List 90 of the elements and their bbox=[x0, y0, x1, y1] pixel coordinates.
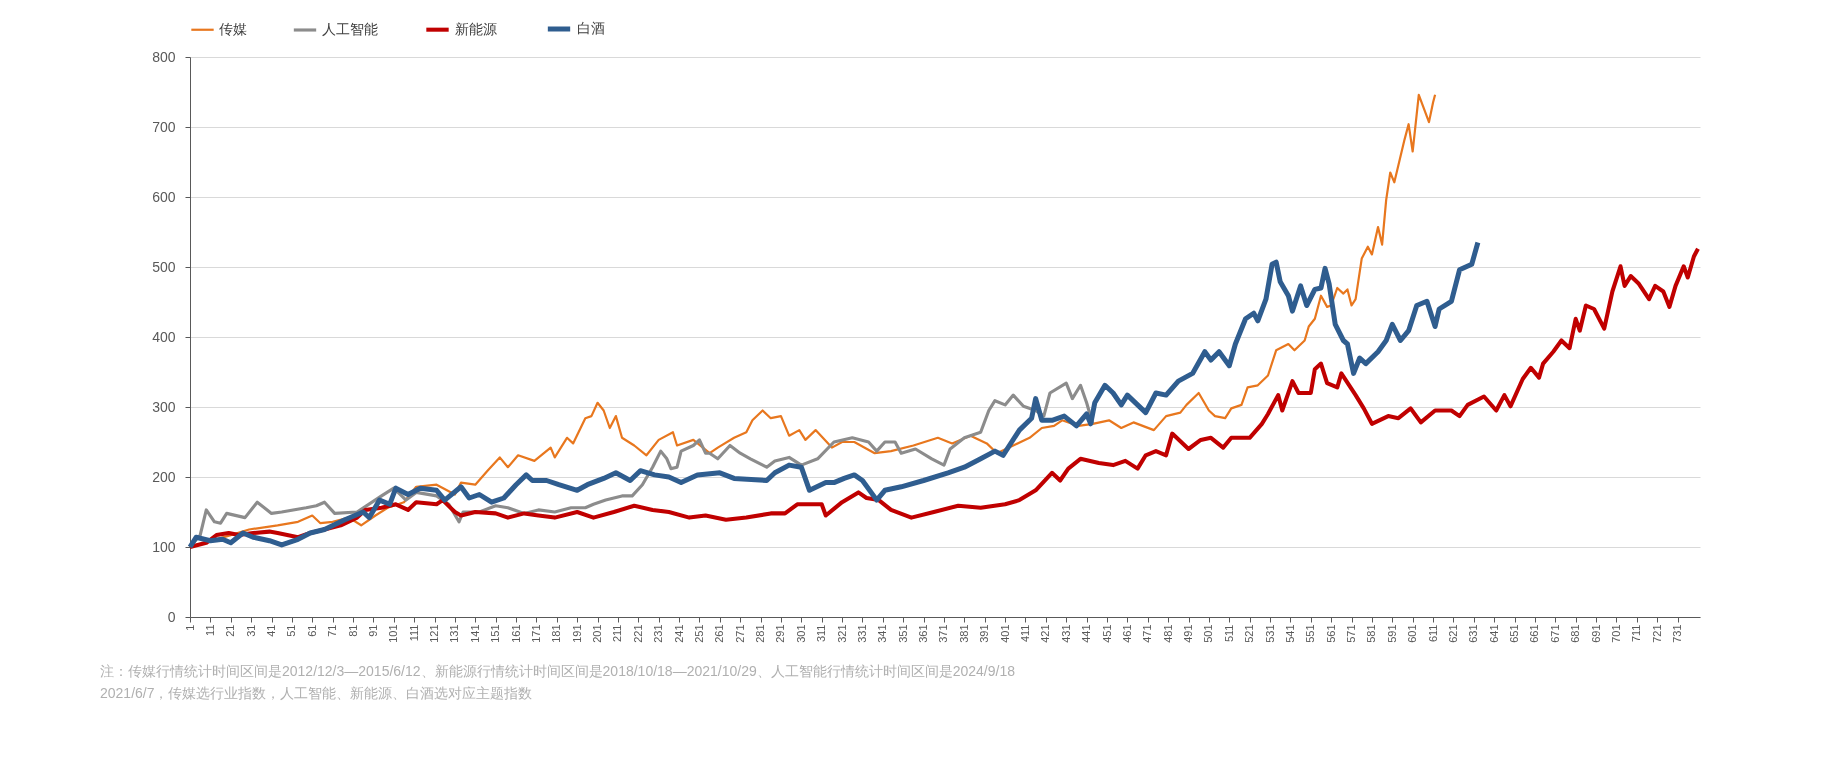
x-tick-label: 401 bbox=[998, 624, 1011, 643]
x-tick-label: 351 bbox=[896, 624, 909, 643]
x-tick-label: 581 bbox=[1365, 624, 1378, 643]
x-tick-label: 141 bbox=[468, 624, 481, 643]
x-tick-label: 341 bbox=[876, 624, 889, 643]
x-tick-label: 491 bbox=[1182, 624, 1195, 643]
x-tick-label: 631 bbox=[1467, 624, 1480, 643]
y-tick-label: 500 bbox=[152, 258, 176, 275]
y-tick-label: 0 bbox=[167, 608, 176, 625]
x-tick-label: 571 bbox=[1345, 624, 1358, 643]
x-tick-label: 551 bbox=[1304, 624, 1317, 643]
x-tick-label: 591 bbox=[1385, 624, 1398, 643]
x-tick-label: 81 bbox=[346, 624, 359, 637]
x-tick-label: 661 bbox=[1528, 624, 1541, 643]
text: 2021/6/7，传媒选行业指数，人工智能、新能源、白酒选对应主题指数 bbox=[100, 685, 533, 701]
x-tick-label: 301 bbox=[794, 624, 807, 643]
y-tick-label: 300 bbox=[152, 398, 176, 415]
x-tick-label: 241 bbox=[672, 624, 685, 643]
x-tick-label: 261 bbox=[713, 624, 726, 643]
x-tick-label: 281 bbox=[754, 624, 767, 643]
x-tick-label: 1 bbox=[183, 624, 196, 631]
x-tick-label: 331 bbox=[855, 624, 868, 643]
x-tick-label: 131 bbox=[448, 624, 461, 643]
y-tick-label: 700 bbox=[152, 118, 176, 135]
text: 注：传媒行情统计时间区间是2012/12/3—2015/6/12、新能源行情统计时间区间是2018/10/18—2021/10/29、人工智能行情统计时间区间是2024/9/18 bbox=[100, 663, 1016, 679]
x-tick-label: 21 bbox=[224, 624, 237, 637]
x-tick-label: 671 bbox=[1548, 624, 1561, 643]
line-series bbox=[187, 246, 1700, 550]
x-tick-label: 161 bbox=[509, 624, 522, 643]
x-tick-label: 601 bbox=[1406, 624, 1419, 643]
y-tick-label: 100 bbox=[152, 538, 176, 555]
x-tick-label: 271 bbox=[733, 624, 746, 643]
x-tick-label: 311 bbox=[815, 624, 828, 643]
legend-label: 传媒 bbox=[219, 20, 247, 37]
x-tick-label: 421 bbox=[1039, 624, 1052, 643]
x-tick-label: 731 bbox=[1671, 624, 1684, 643]
legend-label: 新能源 bbox=[455, 20, 497, 37]
x-tick-label: 61 bbox=[305, 624, 318, 637]
x-tick-label: 471 bbox=[1141, 624, 1154, 643]
x-tick-label: 541 bbox=[1283, 624, 1296, 643]
x-tick-label: 111 bbox=[407, 624, 420, 642]
x-tick-label: 451 bbox=[1100, 624, 1113, 643]
x-tick-label: 211 bbox=[611, 624, 624, 643]
x-tick-label: 481 bbox=[1161, 624, 1174, 643]
x-tick-label: 391 bbox=[978, 624, 991, 643]
legend-label: 人工智能 bbox=[322, 21, 378, 37]
x-tick-label: 691 bbox=[1589, 624, 1602, 643]
x-tick-label: 191 bbox=[570, 624, 583, 643]
x-tick-label: 41 bbox=[265, 624, 278, 637]
x-tick-label: 181 bbox=[550, 624, 563, 643]
x-tick-label: 151 bbox=[489, 624, 502, 643]
x-tick-label: 11 bbox=[203, 624, 216, 636]
y-tick-label: 200 bbox=[152, 468, 176, 485]
x-tick-label: 721 bbox=[1650, 624, 1663, 643]
x-tick-label: 101 bbox=[387, 624, 400, 643]
x-tick-label: 361 bbox=[917, 624, 930, 643]
x-tick-label: 441 bbox=[1080, 624, 1093, 643]
x-tick-label: 711 bbox=[1630, 624, 1643, 643]
x-tick-label: 291 bbox=[774, 624, 787, 643]
y-tick-label: 800 bbox=[152, 48, 176, 65]
y-tick-label: 400 bbox=[152, 328, 176, 345]
y-tick-label: 600 bbox=[152, 188, 176, 205]
x-tick-label: 121 bbox=[428, 624, 441, 643]
x-tick-label: 251 bbox=[692, 624, 705, 643]
x-tick-label: 611 bbox=[1426, 624, 1439, 643]
x-tick-label: 641 bbox=[1487, 624, 1500, 643]
x-tick-label: 651 bbox=[1508, 624, 1521, 643]
x-tick-label: 381 bbox=[957, 624, 970, 643]
x-tick-label: 91 bbox=[366, 624, 379, 637]
x-tick-label: 221 bbox=[631, 624, 644, 643]
x-tick-label: 621 bbox=[1446, 624, 1459, 643]
x-tick-label: 31 bbox=[244, 624, 257, 637]
x-tick-label: 511 bbox=[1222, 624, 1235, 643]
x-tick-label: 411 bbox=[1018, 624, 1031, 643]
x-tick-label: 701 bbox=[1609, 624, 1622, 643]
x-tick-label: 71 bbox=[326, 624, 339, 637]
x-tick-label: 681 bbox=[1569, 624, 1582, 643]
x-tick-label: 371 bbox=[937, 624, 950, 643]
x-tick-label: 531 bbox=[1263, 624, 1276, 643]
x-tick-label: 171 bbox=[529, 624, 542, 643]
x-tick-label: 321 bbox=[835, 624, 848, 643]
x-tick-label: 231 bbox=[652, 624, 665, 643]
x-tick-label: 431 bbox=[1059, 624, 1072, 643]
legend-label: 白酒 bbox=[577, 20, 605, 36]
x-tick-label: 51 bbox=[285, 624, 298, 637]
x-tick-label: 501 bbox=[1202, 624, 1215, 643]
x-tick-label: 561 bbox=[1324, 624, 1337, 643]
x-tick-label: 521 bbox=[1243, 624, 1256, 643]
x-tick-label: 201 bbox=[591, 624, 604, 643]
x-tick-label: 461 bbox=[1120, 624, 1133, 643]
